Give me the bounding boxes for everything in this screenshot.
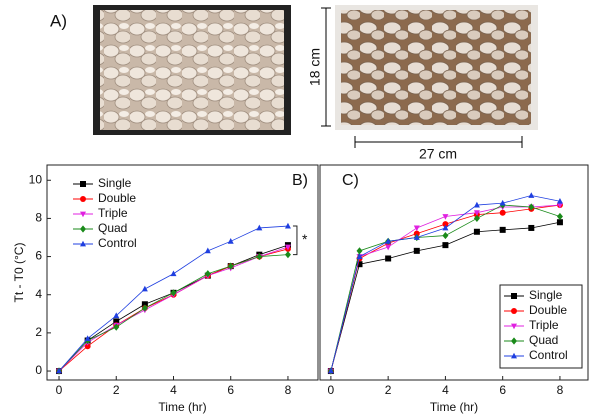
legend-label: Control [529, 348, 568, 362]
legend-label: Quad [529, 333, 558, 347]
legend-label: Single [529, 288, 563, 302]
legend-label: Double [529, 303, 567, 317]
data-point [528, 225, 534, 231]
data-point [557, 219, 563, 225]
x-tick-label: 2 [385, 383, 392, 397]
legend-label: Triple [98, 206, 128, 220]
data-point [285, 223, 291, 229]
panel-label: C) [342, 172, 359, 189]
x-axis-label: Time (hr) [158, 400, 206, 414]
width-label: 27 cm [419, 146, 457, 162]
data-point [385, 255, 391, 261]
y-tick-label: 8 [35, 211, 42, 225]
y-tick-label: 10 [29, 172, 43, 186]
panel-label: A) [50, 11, 67, 30]
x-tick-label: 6 [227, 383, 234, 397]
data-point [500, 227, 506, 233]
legend-marker [511, 293, 517, 299]
x-tick-label: 6 [499, 383, 506, 397]
legend-label: Single [98, 176, 132, 190]
y-tick-label: 6 [35, 249, 42, 263]
legend-label: Control [98, 236, 137, 250]
data-point [285, 251, 291, 258]
photo [100, 10, 284, 130]
data-point [474, 229, 480, 235]
data-point [142, 286, 148, 292]
data-point [528, 192, 534, 198]
height-label: 18 cm [307, 48, 323, 86]
data-point [442, 232, 448, 239]
data-point [228, 238, 234, 244]
series-line [59, 249, 288, 371]
legend-label: Quad [98, 221, 127, 235]
legend-label: Triple [529, 318, 559, 332]
photo [341, 10, 531, 125]
x-tick-label: 2 [113, 383, 120, 397]
y-axis-label: Tt - T0 (°C) [12, 243, 26, 303]
y-tick-label: 4 [35, 287, 42, 301]
x-tick-label: 0 [56, 383, 63, 397]
data-point [442, 242, 448, 248]
data-point [414, 226, 420, 232]
legend-marker [511, 308, 517, 314]
legend-label: Double [98, 191, 136, 205]
annotation: * [302, 231, 308, 247]
data-point [557, 213, 563, 220]
x-tick-label: 4 [170, 383, 177, 397]
bracket [293, 226, 297, 255]
x-tick-label: 0 [328, 383, 335, 397]
x-axis-label: Time (hr) [430, 400, 478, 414]
data-point [500, 210, 506, 216]
legend-marker [80, 181, 86, 187]
y-tick-label: 0 [35, 363, 42, 377]
x-tick-label: 8 [285, 383, 292, 397]
figure: A) 18 cm 27 cm B) 0 2 4 6 8 0 2 4 6 8 10 Time (hr) Tt… [0, 0, 589, 415]
panel-label: B) [292, 172, 308, 189]
x-tick-label: 8 [557, 383, 564, 397]
legend-marker [80, 196, 86, 202]
data-point [170, 270, 176, 276]
data-point [414, 248, 420, 254]
series-line [59, 245, 288, 371]
y-tick-label: 2 [35, 325, 42, 339]
series-line [59, 247, 288, 371]
x-tick-label: 4 [442, 383, 449, 397]
